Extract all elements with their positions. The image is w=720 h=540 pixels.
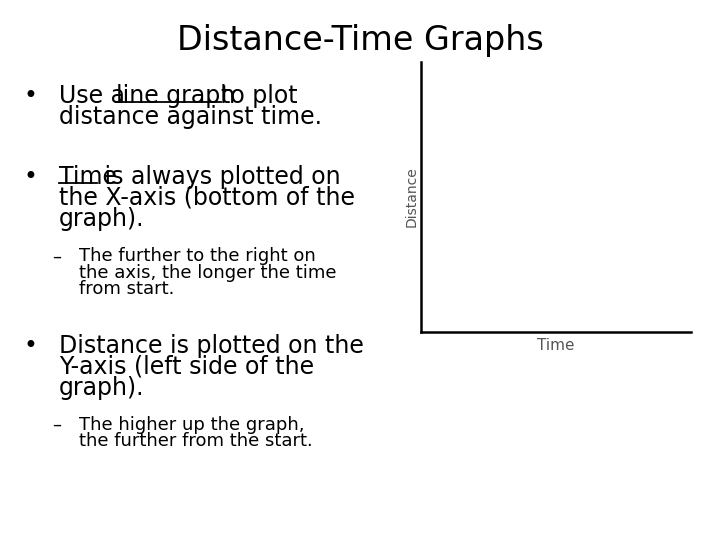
Y-axis label: Distance: Distance (405, 167, 418, 227)
Text: graph).: graph). (59, 207, 145, 231)
Text: Use a: Use a (59, 84, 132, 107)
Text: the further from the start.: the further from the start. (79, 432, 313, 450)
Text: Y-axis (left side of the: Y-axis (left side of the (59, 355, 314, 379)
Text: Distance-Time Graphs: Distance-Time Graphs (176, 24, 544, 57)
Text: The further to the right on: The further to the right on (79, 247, 316, 265)
Text: the axis, the longer the time: the axis, the longer the time (79, 264, 337, 281)
Text: Time: Time (59, 165, 117, 188)
Text: the X-axis (bottom of the: the X-axis (bottom of the (59, 186, 355, 210)
Text: to plot: to plot (221, 84, 297, 107)
Text: is always plotted on: is always plotted on (97, 165, 341, 188)
Text: •: • (23, 334, 37, 357)
Text: line graph: line graph (116, 84, 243, 107)
Text: The higher up the graph,: The higher up the graph, (79, 416, 305, 434)
Text: –: – (52, 247, 60, 265)
X-axis label: Time: Time (537, 338, 575, 353)
Text: from start.: from start. (79, 280, 174, 298)
Text: graph).: graph). (59, 376, 145, 400)
Text: •: • (23, 84, 37, 107)
Text: Distance is plotted on the: Distance is plotted on the (59, 334, 364, 357)
Text: •: • (23, 165, 37, 188)
Text: distance against time.: distance against time. (59, 105, 322, 129)
Text: –: – (52, 416, 60, 434)
